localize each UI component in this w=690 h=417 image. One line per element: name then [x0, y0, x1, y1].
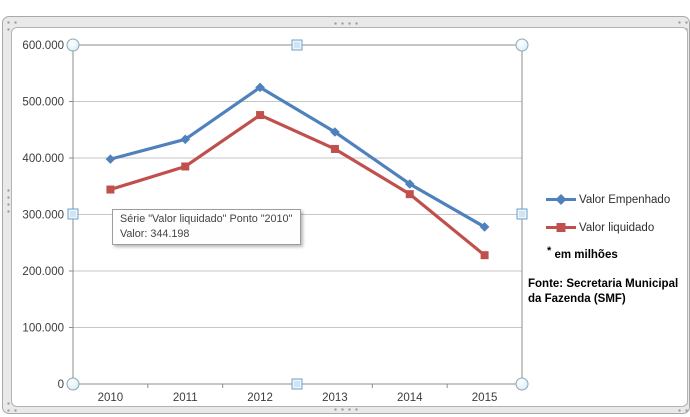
y-axis-label: 200.000 — [22, 266, 64, 278]
plot-handle-left-center[interactable] — [67, 208, 79, 220]
y-axis-label: 100.000 — [22, 323, 64, 335]
source-note: Fonte: Secretaria Municipal da Fazenda (… — [528, 277, 678, 307]
y-axis-label: 0 — [58, 379, 64, 391]
data-point-diamond[interactable] — [330, 127, 340, 137]
source-line-2: da Fazenda (SMF) — [528, 293, 626, 305]
data-point-square[interactable] — [480, 251, 489, 260]
data-point-square[interactable] — [330, 144, 339, 153]
tooltip-value-line: Valor: 344.198 — [120, 227, 190, 240]
tooltip-series-line: Série "Valor liquidado" Ponto "2010" — [120, 213, 293, 225]
frame-grip-top-center[interactable] — [331, 19, 358, 25]
legend-label: Valor Empenhado — [579, 193, 671, 206]
y-axis-label: 400.000 — [22, 153, 64, 165]
x-axis-label: 2013 — [322, 392, 348, 404]
plot-handle-top-left[interactable] — [66, 38, 80, 52]
x-axis-label: 2012 — [247, 392, 273, 404]
source-line-1: Fonte: Secretaria Municipal — [528, 278, 679, 290]
data-point-diamond[interactable] — [105, 154, 116, 164]
x-axis-label: 2015 — [472, 392, 498, 404]
y-axis-label: 300.000 — [22, 210, 64, 222]
data-point-square[interactable] — [181, 162, 190, 171]
data-point-square[interactable] — [256, 111, 265, 120]
plot-handle-right-center[interactable] — [516, 208, 528, 220]
frame-grip-left-center[interactable] — [4, 186, 10, 213]
legend-marker-diamond — [546, 194, 576, 205]
series-line-1[interactable] — [109, 113, 486, 257]
data-point-square[interactable] — [106, 185, 115, 194]
asterisk-marker: * — [547, 245, 552, 257]
plot-handle-top-center[interactable] — [291, 39, 303, 51]
legend-item-valor-empenhado[interactable]: Valor Empenhado — [546, 193, 670, 206]
y-axis-label: 600.000 — [22, 40, 64, 52]
series-line-0[interactable] — [110, 85, 486, 229]
plot-handle-bottom-center[interactable] — [291, 378, 303, 390]
x-axis-label: 2011 — [173, 392, 198, 404]
legend-item-valor-liquidado[interactable]: Valor liquidado — [546, 221, 654, 234]
footnote-em-milhoes: * em milhões — [547, 245, 618, 261]
data-point-diamond[interactable] — [255, 82, 265, 93]
data-point-diamond[interactable] — [180, 134, 191, 145]
plot-handle-top-right[interactable] — [515, 38, 529, 52]
frame-grip-bottom-center[interactable] — [331, 405, 358, 411]
data-point-diamond[interactable] — [404, 179, 415, 189]
datapoint-tooltip: Série "Valor liquidado" Ponto "2010" Val… — [112, 209, 302, 245]
footnote-text: em milhões — [551, 249, 618, 261]
y-axis-label: 500.000 — [22, 97, 64, 109]
legend-marker-square — [546, 223, 576, 232]
x-axis-label: 2010 — [98, 392, 124, 404]
plot-handle-bottom-left[interactable] — [66, 377, 80, 391]
legend-label: Valor liquidado — [579, 221, 655, 234]
x-axis-label: 2014 — [397, 392, 423, 404]
data-point-diamond[interactable] — [479, 222, 490, 232]
data-point-square[interactable] — [405, 190, 414, 199]
plot-handle-bottom-right[interactable] — [515, 377, 529, 391]
